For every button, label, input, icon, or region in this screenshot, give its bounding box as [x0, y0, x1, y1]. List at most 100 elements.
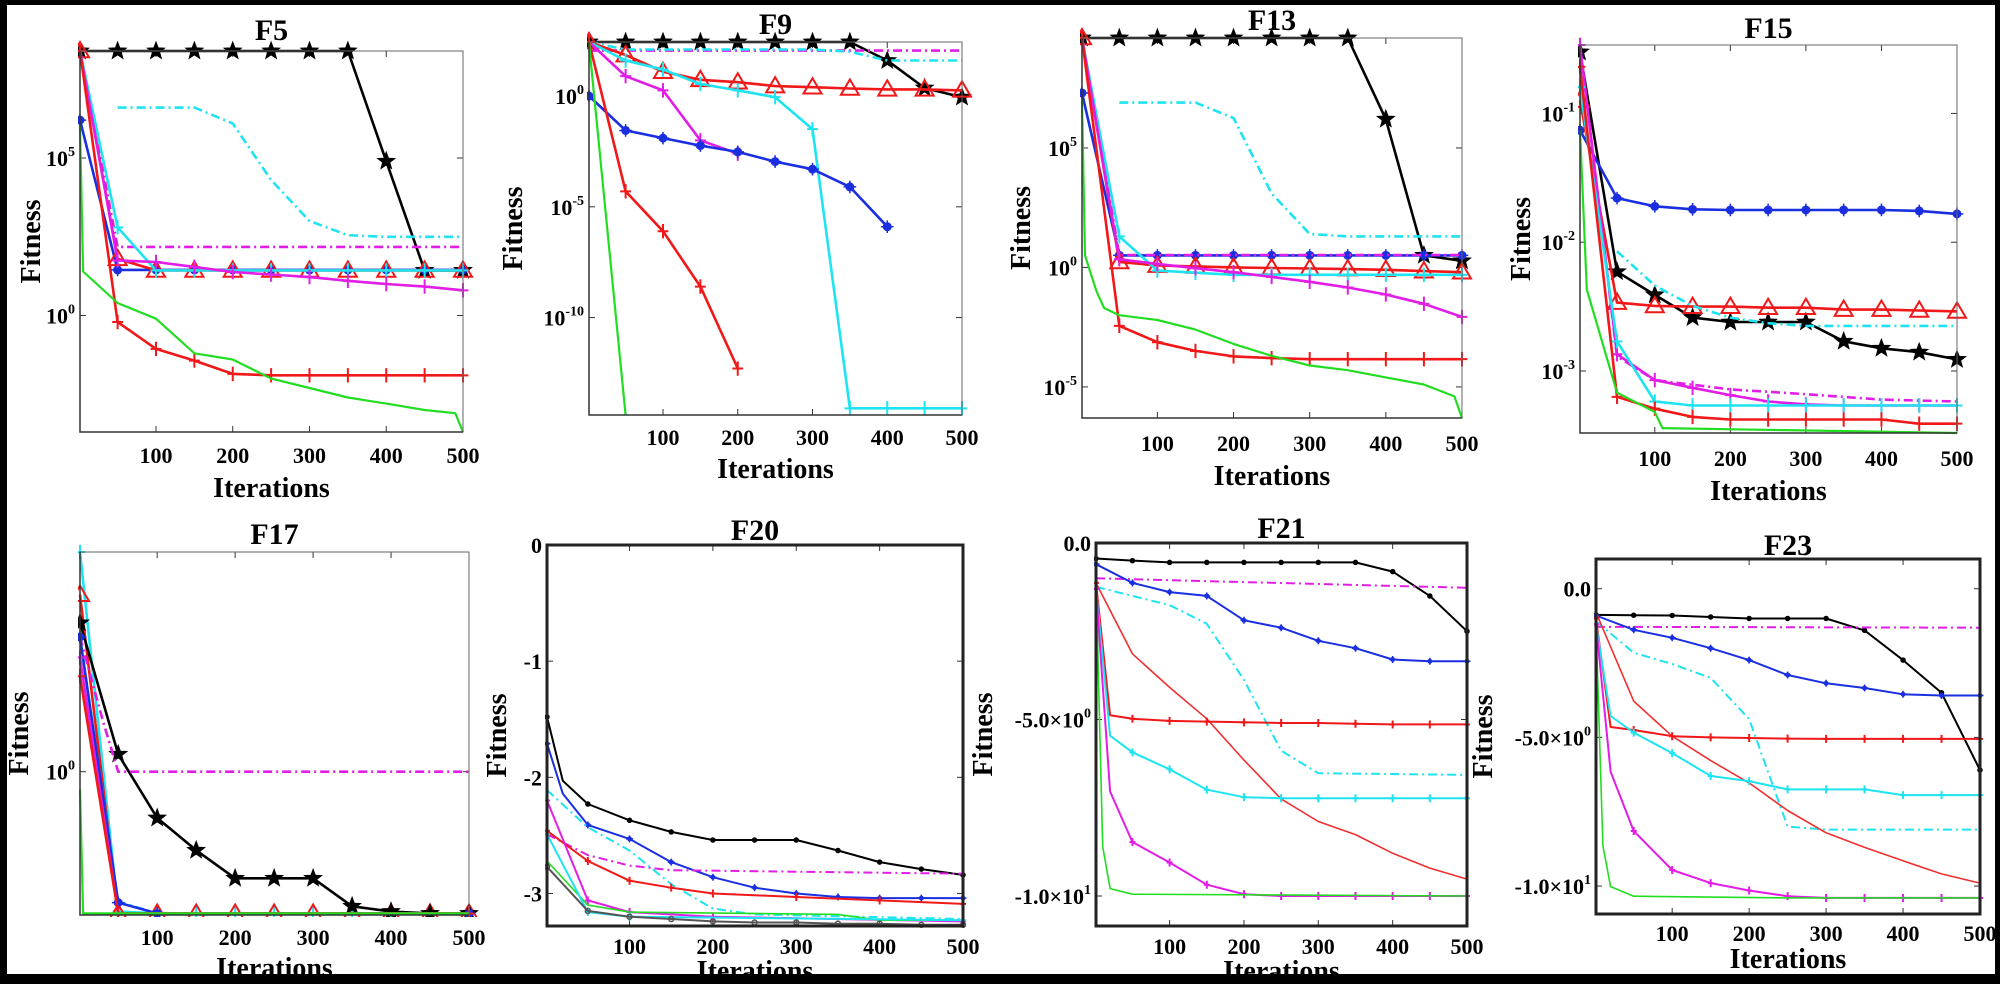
star-marker [337, 40, 358, 60]
y-tick-base: 10 [1043, 375, 1065, 400]
plus-marker [1900, 734, 1907, 743]
x-tick-label: 100 [1638, 446, 1671, 471]
plus-marker [150, 254, 162, 270]
series-group [78, 544, 479, 917]
plus-marker [844, 401, 856, 416]
x-axis-label: Iterations [213, 473, 330, 504]
plot-area [547, 545, 963, 926]
plus-marker [1315, 719, 1322, 728]
y-axis-label: Fitness [482, 693, 513, 777]
y-tick-base: 0.0 [1064, 531, 1092, 556]
plus-marker [1784, 785, 1791, 794]
plus-marker [1724, 412, 1736, 427]
y-axis-label: Fitness [1506, 197, 1537, 281]
y-tick-exponent: -2 [1563, 229, 1575, 244]
y-tick-exponent: 0 [1070, 254, 1077, 269]
y-tick-exponent: -3 [1563, 358, 1575, 373]
y-tick-exponent: 0 [68, 302, 75, 317]
plus-marker [1630, 827, 1637, 836]
series-line-cyan-dashdot [1595, 620, 1980, 831]
plus-marker [1166, 765, 1173, 774]
star-marker [1909, 341, 1930, 361]
dot-marker [1241, 559, 1247, 566]
series-line-cyan-dashdot [117, 106, 463, 239]
star-marker [1758, 311, 1779, 331]
y-tick-base: -2 [524, 765, 542, 790]
y-tick-label: 10-2 [1541, 229, 1575, 255]
asterisk-marker-lines [1745, 656, 1753, 664]
plus-marker [1240, 718, 1247, 727]
asterisk-marker-lines [1610, 191, 1624, 205]
x-tick-label: 300 [796, 425, 829, 450]
x-tick-label: 300 [293, 443, 326, 468]
plus-marker [732, 83, 744, 98]
plus-marker [1861, 785, 1868, 794]
asterisk-marker-lines [880, 220, 894, 234]
asterisk-marker-lines [1166, 588, 1174, 596]
x-tick-label: 500 [1941, 446, 1974, 471]
series-line-green-line [78, 126, 465, 433]
plus-marker [1876, 398, 1887, 413]
dot-marker [626, 817, 633, 824]
plus-marker [1746, 733, 1753, 742]
chart-title: F20 [731, 514, 779, 547]
y-tick-exponent: -5 [1065, 374, 1077, 389]
y-tick-label: -1 [524, 649, 542, 674]
star-marker [146, 40, 166, 60]
y-tick-exponent: 0 [68, 759, 75, 774]
y-tick-label: 100 [46, 759, 75, 785]
x-axis-label: Iterations [1223, 956, 1340, 984]
plus-marker [419, 279, 431, 294]
y-tick-label: 105 [46, 145, 75, 171]
plus-marker [807, 121, 818, 137]
dot-marker [1630, 612, 1637, 618]
y-tick-label: -1.0×101 [1515, 873, 1591, 899]
y-tick-base: -3 [524, 881, 542, 906]
y-tick-base: 10 [1541, 230, 1563, 255]
y-tick-exponent: -5 [572, 194, 584, 209]
subplot-f23: 100 200 300 400 500 0.0 -5.0×100 -1.0×101 F23 Ite… [1468, 529, 1997, 975]
chart-title: F5 [255, 14, 288, 47]
triangle-marker [1908, 299, 1930, 318]
series-line-magenta-dashdot [78, 636, 469, 773]
plus-marker [1203, 785, 1210, 794]
plus-marker [1166, 716, 1173, 725]
y-axis-label: Fitness [1006, 186, 1037, 270]
dot-marker [751, 837, 758, 843]
triangle-marker [1606, 291, 1628, 310]
series-line-cyan-dashdot [588, 40, 962, 62]
asterisk-marker-lines [1875, 203, 1888, 217]
plus-marker [1380, 267, 1392, 283]
y-tick-label: -3 [524, 881, 542, 906]
y-tick-label: 100 [555, 83, 584, 109]
plus-marker [1746, 886, 1753, 895]
plus-marker [1315, 794, 1322, 803]
series-line-magenta-dashdot [1095, 577, 1468, 589]
y-tick-base: 10 [543, 306, 565, 331]
asterisk-marker-lines [1899, 690, 1907, 698]
plus-marker [793, 892, 800, 901]
y-tick-base: -1.0×10 [1515, 874, 1584, 899]
plus-marker [657, 224, 669, 239]
x-tick-label: 300 [1810, 921, 1843, 946]
y-tick-exponent: 0 [1584, 724, 1591, 739]
series-line-magenta-dashdot [546, 833, 964, 875]
plus-marker [419, 368, 431, 383]
plus-marker [1823, 734, 1830, 743]
subplot-f13: 100 200 300 400 50010510010-5F13IterationsFi… [1006, 4, 1479, 492]
plus-marker [694, 279, 706, 294]
asterisk-marker-lines [1861, 684, 1869, 692]
x-tick-label: 200 [216, 443, 249, 468]
plus-marker [1203, 880, 1210, 889]
y-tick-base: 10 [46, 303, 68, 328]
plus-marker [1278, 891, 1285, 900]
plus-marker [620, 184, 632, 199]
plus-marker [1687, 380, 1698, 396]
asterisk-marker-lines [1668, 634, 1676, 642]
plus-marker [584, 896, 591, 905]
series-group [1094, 555, 1471, 900]
plus-marker [620, 68, 632, 84]
star-marker [1299, 27, 1320, 47]
